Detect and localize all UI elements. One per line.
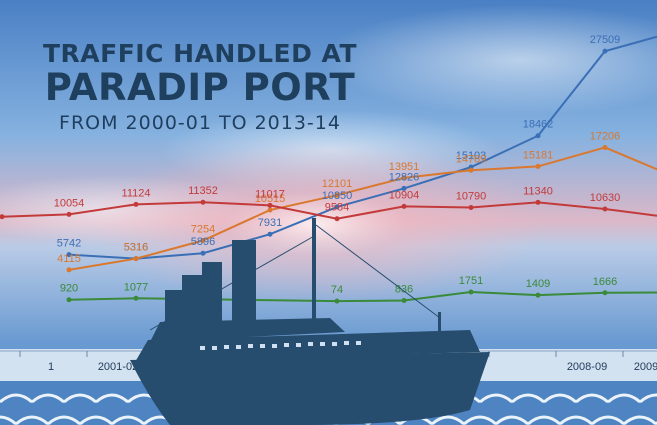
- data-label: 10904: [389, 189, 420, 201]
- data-label: 1666: [593, 276, 617, 288]
- data-point: [133, 295, 139, 301]
- title-block: TRAFFIC HANDLED AT PARADIP PORT FROM 200…: [0, 40, 400, 136]
- data-label: 9584: [325, 202, 349, 214]
- data-label: 11340: [523, 185, 553, 197]
- data-point: [468, 289, 474, 295]
- data-label: 10630: [590, 192, 621, 204]
- data-point: [200, 250, 206, 256]
- data-point: [133, 256, 139, 262]
- data-label: 15181: [523, 149, 554, 161]
- data-point: [334, 204, 340, 210]
- data-label: 11017: [255, 188, 285, 200]
- data-label: 5742: [57, 238, 81, 250]
- x-tick-label: 2001-02: [98, 361, 138, 373]
- data-label: 17206: [590, 130, 621, 142]
- data-point: [468, 204, 474, 210]
- data-point: [401, 203, 407, 209]
- data-point: [602, 206, 608, 212]
- data-point: [602, 144, 608, 150]
- data-label: 12826: [389, 171, 420, 183]
- title-line-2: PARADIP PORT: [44, 66, 356, 109]
- data-label: 5316: [124, 242, 148, 254]
- data-label: 10850: [322, 190, 353, 202]
- data-point: [0, 214, 5, 220]
- data-point: [401, 175, 407, 181]
- data-label: 18462: [523, 119, 554, 131]
- data-point: [602, 290, 608, 296]
- series-line: [68, 146, 657, 271]
- data-label: 5896: [191, 236, 215, 248]
- data-label: 10054: [54, 197, 85, 209]
- data-label: 10790: [456, 190, 487, 202]
- title-line-1: TRAFFIC HANDLED AT: [42, 39, 358, 68]
- series-line: [68, 35, 657, 260]
- data-label: 11124: [122, 187, 151, 199]
- subtitle: FROM 2000-01 TO 2013-14: [59, 112, 341, 134]
- data-point: [401, 298, 407, 304]
- data-point: [66, 211, 72, 217]
- data-label: 1077: [124, 281, 148, 293]
- data-point: [334, 216, 340, 222]
- data-point: [267, 202, 273, 208]
- data-point: [468, 167, 474, 173]
- x-tick-label: 2009-10: [634, 361, 657, 373]
- data-label: 920: [60, 283, 78, 295]
- data-point: [267, 207, 273, 213]
- data-label: 15103: [456, 150, 487, 162]
- x-tick-label: 1: [48, 361, 54, 373]
- data-label: 5316: [124, 242, 148, 254]
- data-label: 7931: [258, 217, 282, 229]
- data-point: [66, 252, 72, 258]
- data-label: 14769: [456, 153, 487, 165]
- data-point: [133, 201, 139, 207]
- cloud: [320, 5, 657, 115]
- data-labels-layer: 5742 5316 5896 7931 10850 12826 15103 18462 2750…: [54, 34, 621, 296]
- data-point: [535, 133, 541, 139]
- data-point: [535, 199, 541, 205]
- data-point: [602, 48, 608, 54]
- data-label: 1409: [526, 278, 550, 290]
- data-point: [267, 231, 273, 237]
- data-point: [401, 185, 407, 191]
- data-point: [200, 238, 206, 244]
- data-label: 1751: [459, 275, 483, 287]
- data-point: [334, 192, 340, 198]
- x-tick-label: 2008-09: [567, 361, 607, 373]
- data-point: [66, 267, 72, 273]
- ship-icon: [130, 218, 490, 425]
- data-point: [535, 163, 541, 169]
- data-point: [535, 292, 541, 298]
- data-label: 4115: [57, 253, 81, 265]
- data-point: [200, 199, 206, 205]
- data-label: 11352: [188, 185, 218, 197]
- data-label: 7254: [191, 224, 215, 236]
- data-point: [66, 297, 72, 303]
- data-label: 10515: [255, 193, 286, 205]
- data-point: [334, 298, 340, 304]
- data-label: 13951: [389, 161, 420, 173]
- data-label: 12101: [322, 178, 353, 190]
- series-layer: [0, 35, 657, 304]
- data-label: 836: [395, 284, 413, 296]
- data-label: 74: [331, 284, 343, 296]
- data-label: 27509: [590, 34, 621, 46]
- horizon-glow: [0, 100, 657, 330]
